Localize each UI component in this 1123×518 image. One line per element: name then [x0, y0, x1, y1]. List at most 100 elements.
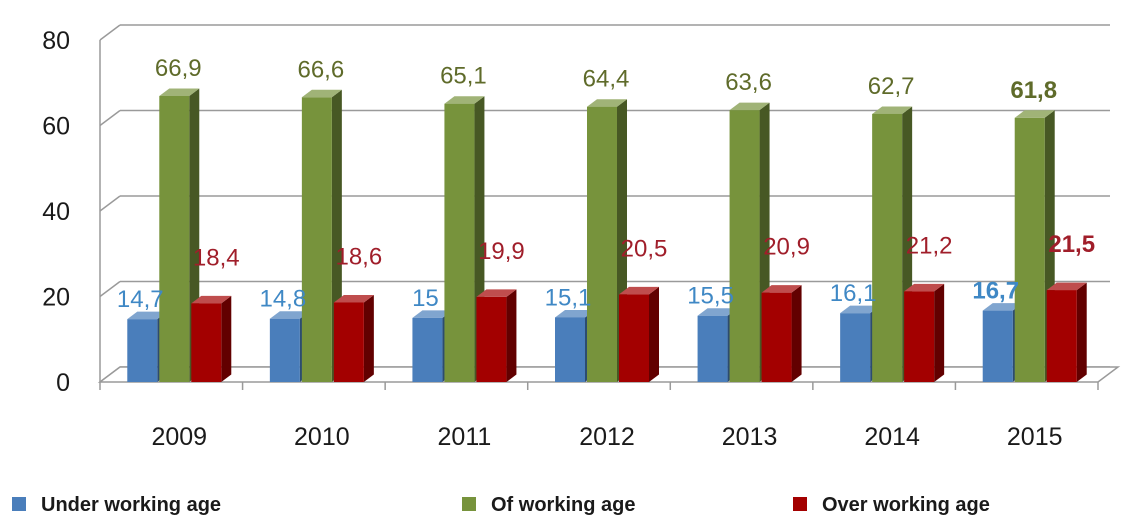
data-label: 14,8: [259, 286, 306, 313]
bar: [1046, 282, 1087, 382]
y-tick-label: 80: [42, 27, 70, 55]
bar-front: [444, 103, 475, 382]
gridline-depth: [99, 195, 121, 212]
data-label: 66,6: [297, 56, 344, 83]
data-label: 15,1: [545, 284, 592, 311]
bar-top: [1014, 110, 1055, 118]
x-tick-label: 2013: [722, 423, 778, 451]
bar-top: [159, 88, 200, 97]
data-label: 65,1: [440, 63, 487, 90]
bar-top: [982, 303, 1023, 311]
x-tick-label: 2010: [294, 423, 350, 451]
legend-swatch: [793, 497, 807, 511]
x-tick-label: 2009: [151, 423, 207, 451]
bar-top: [412, 310, 453, 318]
bar-front: [127, 319, 158, 382]
data-label: 20,5: [621, 235, 668, 262]
bar-top: [333, 294, 374, 303]
bars: [127, 88, 1087, 383]
legend-label: Of working age: [491, 494, 635, 516]
bar-top: [761, 285, 802, 293]
bar-front: [476, 296, 507, 382]
legend-item: Over working age: [793, 494, 990, 516]
bar-top: [697, 308, 738, 316]
data-label: 66,9: [155, 55, 202, 82]
gridline-depth: [99, 24, 121, 41]
bar-top: [619, 286, 659, 295]
legend-swatch: [462, 497, 476, 511]
x-tick-label: 2011: [438, 423, 492, 451]
y-axis-ticks: 0 20 40 60 80: [42, 27, 70, 397]
bar-front: [587, 106, 617, 382]
bar-front: [619, 294, 649, 382]
y-tick-label: 40: [42, 198, 70, 226]
bar-front: [840, 313, 871, 382]
bar-top: [555, 309, 595, 318]
bar-front: [191, 303, 222, 382]
bar-front: [1014, 117, 1045, 383]
bar: [619, 286, 659, 382]
bar-top: [840, 305, 881, 314]
bar-top: [904, 283, 945, 292]
bar-front: [761, 292, 792, 382]
x-tick-label: 2015: [1007, 423, 1063, 451]
data-label: 16,1: [830, 280, 877, 307]
bar-front: [412, 317, 443, 382]
data-label: 62,7: [868, 73, 915, 100]
data-label: 61,8: [1010, 77, 1057, 104]
data-label: 18,6: [335, 243, 382, 270]
bar-front: [982, 310, 1013, 382]
data-labels: 14,7 66,9 18,4 14,8 66,6 18,6 15 65,1 19,9 15,1 64…: [117, 55, 1095, 313]
bar-top: [1046, 282, 1087, 291]
bar: [333, 294, 374, 382]
bar-front: [555, 317, 585, 382]
legend-item: Of working age: [462, 494, 635, 516]
bar-front: [269, 318, 300, 382]
data-label: 19,9: [478, 238, 525, 265]
gridline-depth: [99, 109, 121, 127]
bar-top: [269, 311, 310, 319]
bar: [476, 289, 517, 382]
bar-side: [363, 294, 374, 382]
legend-swatch: [12, 497, 26, 511]
bar: [191, 295, 232, 382]
data-label: 16,7: [972, 278, 1019, 305]
data-label: 21,2: [906, 232, 953, 259]
legend: Under working age Of working age Over work…: [12, 494, 990, 516]
bar: [904, 283, 945, 382]
bar-front: [333, 302, 364, 382]
bar-top: [872, 106, 913, 114]
bar-side: [649, 286, 659, 382]
bar-front: [159, 96, 190, 382]
gridline-depth: [99, 280, 121, 298]
bar-side: [221, 295, 232, 382]
x-axis-ticks: 2009 2010 2011 2012 2013 2014 2015: [151, 423, 1062, 451]
bar-top: [587, 99, 627, 107]
bar-side: [1076, 282, 1087, 382]
data-label: 14,7: [117, 286, 164, 313]
bar-top: [191, 295, 232, 304]
bar-side: [791, 285, 802, 382]
data-label: 63,6: [725, 69, 772, 96]
data-label: 15,5: [687, 283, 734, 310]
legend-label: Under working age: [41, 494, 221, 516]
bar: [872, 106, 913, 383]
bar-front: [729, 110, 760, 383]
legend-label: Over working age: [822, 494, 990, 516]
bar-side: [506, 289, 517, 382]
bar-front: [872, 113, 903, 383]
data-label: 21,5: [1048, 231, 1095, 258]
bar-front: [301, 97, 332, 382]
data-label: 15: [412, 285, 439, 312]
y-tick-label: 0: [56, 369, 70, 397]
y-tick-label: 20: [42, 284, 70, 312]
bar: [729, 102, 770, 383]
bar-side: [934, 283, 945, 382]
data-label: 64,4: [583, 66, 630, 93]
bar-top: [729, 102, 770, 111]
y-tick-label: 60: [42, 113, 70, 141]
bar-front: [697, 315, 728, 382]
legend-item: Under working age: [12, 494, 221, 516]
bar-top: [476, 289, 517, 297]
